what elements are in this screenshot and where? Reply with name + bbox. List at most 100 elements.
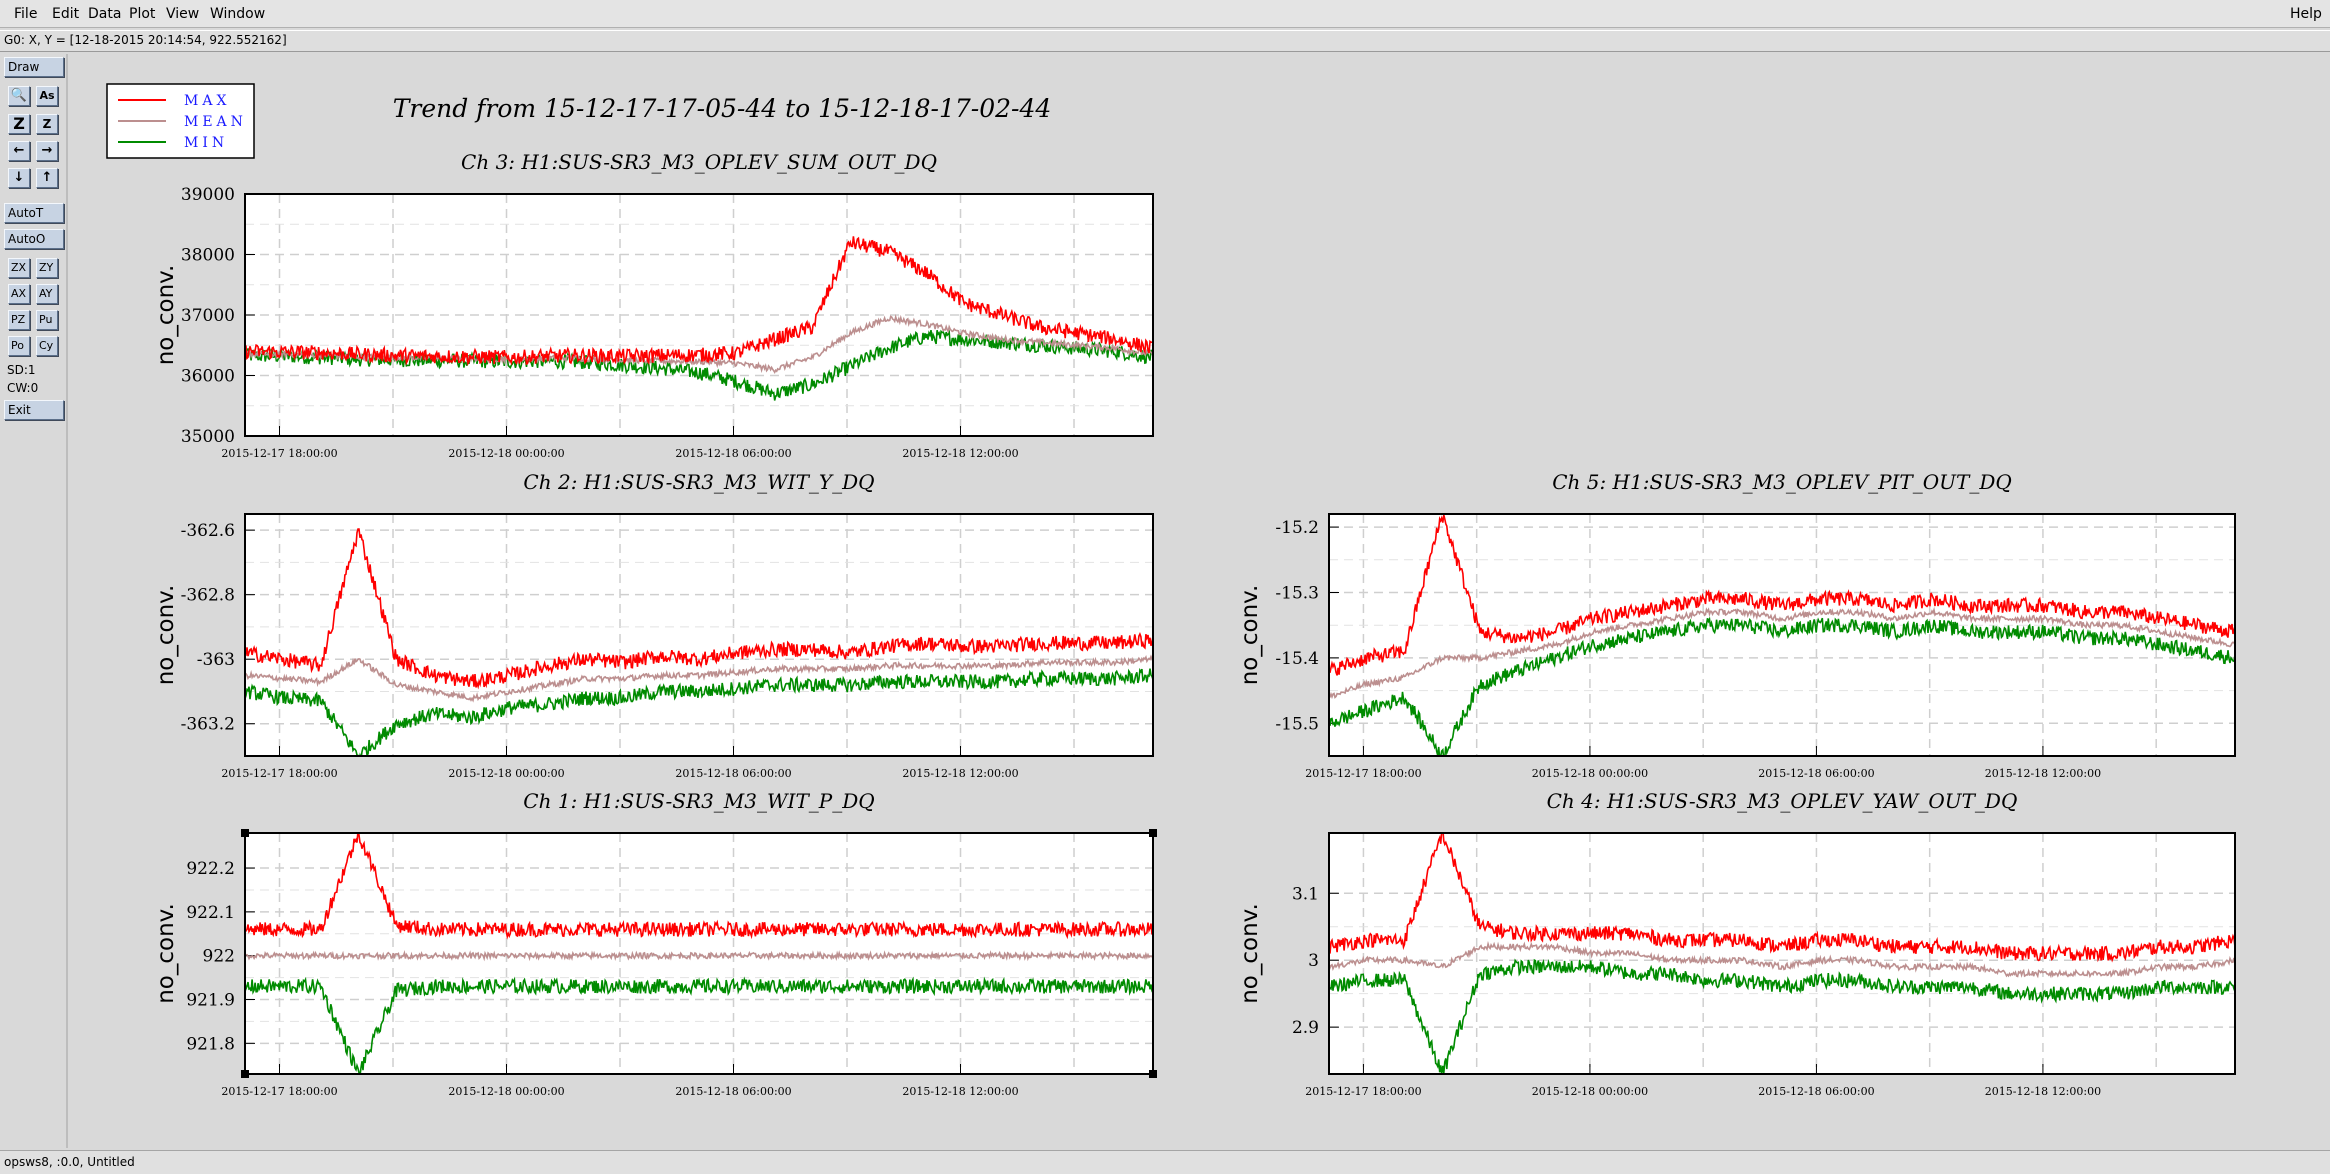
po-button[interactable]: Po — [8, 336, 30, 356]
arrow-down-icon[interactable]: ↓ — [8, 168, 30, 188]
y-tick-label: 922 — [203, 947, 235, 967]
y-tick-label: -15.2 — [1275, 518, 1319, 538]
y-tick-label: 921.9 — [186, 991, 235, 1011]
cw-label: CW:0 — [7, 381, 39, 395]
cy-button[interactable]: Cy — [36, 336, 58, 356]
series-trace-mean — [245, 654, 1153, 703]
chart-panel-3: Ch 5: H1:SUS-SR3_M3_OPLEV_PIT_OUT_DQ -15.… — [1237, 470, 2236, 780]
plot-frame — [244, 832, 1154, 1075]
menu-window[interactable]: Window — [210, 6, 266, 22]
menu-bar: File Edit Data Plot View Window Help — [0, 0, 2330, 28]
y-tick-label: -15.3 — [1275, 583, 1319, 603]
y-tick-label: 922.1 — [186, 903, 235, 923]
panel-title: Ch 5: H1:SUS-SR3_M3_OPLEV_PIT_OUT_DQ — [1552, 470, 2012, 494]
x-tick-label: 2015-12-18 00:00:00 — [1532, 1085, 1648, 1098]
zoom-in-icon[interactable]: Z — [8, 114, 30, 134]
plot-area — [1329, 514, 2235, 756]
x-tick-label: 2015-12-18 12:00:00 — [902, 447, 1018, 460]
menu-view[interactable]: View — [166, 6, 200, 22]
menu-help[interactable]: Help — [2290, 6, 2322, 22]
y-axis-label: no_conv. — [153, 265, 179, 366]
x-tick-label: 2015-12-17 18:00:00 — [221, 767, 337, 780]
x-tick-label: 2015-12-18 00:00:00 — [448, 1085, 564, 1098]
y-axis-label: no_conv. — [153, 585, 179, 686]
plot-frame — [1328, 513, 2236, 757]
y-tick-label: 39000 — [181, 185, 235, 205]
autoscale-icon[interactable]: As — [36, 86, 58, 106]
y-tick-label: -363 — [197, 650, 235, 670]
y-tick-label: 37000 — [181, 306, 235, 326]
ay-button[interactable]: AY — [36, 284, 58, 304]
x-tick-label: 2015-12-18 06:00:00 — [675, 447, 791, 460]
legend-min-label: MIN — [184, 135, 228, 151]
y-axis-label: no_conv. — [153, 903, 179, 1004]
y-axis-label: no_conv. — [1237, 585, 1263, 686]
panel-title: Ch 4: H1:SUS-SR3_M3_OPLEV_YAW_OUT_DQ — [1547, 789, 2018, 813]
exit-button[interactable]: Exit — [4, 400, 64, 420]
legend-max-label: MAX — [184, 93, 230, 109]
magnify-icon[interactable]: 🔍 — [8, 86, 30, 106]
plot-frame — [244, 513, 1154, 757]
y-axis-label: no_conv. — [1237, 903, 1263, 1004]
series-trace-max — [1329, 514, 2235, 676]
selection-handle — [1149, 829, 1157, 837]
draw-button[interactable]: Draw — [4, 57, 64, 77]
arrow-right-icon[interactable]: → — [36, 141, 58, 161]
plot-canvas[interactable]: MAX MEAN MIN Trend from 15-12-17-17-05-4… — [0, 0, 2330, 1148]
series-trace-min — [1329, 958, 2235, 1074]
series-trace-max — [1329, 833, 2235, 963]
series-trace-mean — [1329, 940, 2235, 979]
autot-button[interactable]: AutoT — [4, 203, 64, 223]
y-tick-label: 38000 — [181, 246, 235, 266]
x-tick-label: 2015-12-18 12:00:00 — [902, 767, 1018, 780]
y-tick-label: 2.9 — [1292, 1018, 1319, 1038]
x-tick-label: 2015-12-18 00:00:00 — [448, 767, 564, 780]
x-tick-label: 2015-12-18 06:00:00 — [675, 767, 791, 780]
x-tick-label: 2015-12-17 18:00:00 — [221, 447, 337, 460]
zx-button[interactable]: ZX — [8, 258, 30, 278]
series-trace-max — [245, 236, 1153, 366]
left-toolbar: Draw 🔍 As Z Z ← → ↓ ↑ AutoT AutoO ZX ZY … — [0, 54, 68, 1148]
plot-frame — [1328, 832, 2236, 1075]
status-bar: opsws8, :0.0, Untitled — [0, 1150, 2330, 1174]
zy-button[interactable]: ZY — [36, 258, 58, 278]
selection-handle — [241, 829, 249, 837]
sd-label: SD:1 — [7, 363, 36, 377]
selection-handle — [1149, 1070, 1157, 1078]
series-trace-mean — [1329, 606, 2235, 700]
legend-mean-label: MEAN — [184, 114, 247, 130]
menu-file[interactable]: File — [14, 6, 38, 22]
x-tick-label: 2015-12-18 12:00:00 — [902, 1085, 1018, 1098]
pz-button[interactable]: PZ — [8, 310, 30, 330]
autoo-button[interactable]: AutoO — [4, 229, 64, 249]
main-title: Trend from 15-12-17-17-05-44 to 15-12-18… — [393, 94, 1052, 123]
series-trace-min — [245, 667, 1153, 756]
status-text: opsws8, :0.0, Untitled — [4, 1155, 135, 1169]
ax-button[interactable]: AX — [8, 284, 30, 304]
pu-button[interactable]: Pu — [36, 310, 58, 330]
x-tick-label: 2015-12-17 18:00:00 — [1305, 767, 1421, 780]
y-tick-label: 3 — [1308, 951, 1319, 971]
y-tick-label: 3.1 — [1292, 884, 1319, 904]
arrow-up-icon[interactable]: ↑ — [36, 168, 58, 188]
arrow-left-icon[interactable]: ← — [8, 141, 30, 161]
zoom-out-icon[interactable]: Z — [36, 114, 58, 134]
menu-edit[interactable]: Edit — [52, 6, 80, 22]
plot-area — [245, 514, 1153, 756]
series-trace-min — [245, 976, 1153, 1074]
x-tick-label: 2015-12-18 12:00:00 — [1985, 1085, 2101, 1098]
y-tick-label: -15.4 — [1275, 649, 1319, 669]
series-trace-max — [245, 528, 1153, 690]
x-tick-label: 2015-12-18 00:00:00 — [448, 447, 564, 460]
chart-panel-1: Ch 3: H1:SUS-SR3_M3_OPLEV_SUM_OUT_DQ 3900… — [153, 150, 1154, 460]
panel-title: Ch 3: H1:SUS-SR3_M3_OPLEV_SUM_OUT_DQ — [461, 150, 937, 174]
x-tick-label: 2015-12-18 00:00:00 — [1532, 767, 1648, 780]
panel-title: Ch 1: H1:SUS-SR3_M3_WIT_P_DQ — [523, 789, 874, 813]
series-trace-min — [1329, 616, 2235, 756]
selection-handle — [241, 1070, 249, 1078]
menu-plot[interactable]: Plot — [129, 6, 156, 22]
y-tick-label: 921.8 — [186, 1034, 235, 1054]
x-tick-label: 2015-12-18 06:00:00 — [1758, 767, 1874, 780]
menu-data[interactable]: Data — [88, 6, 122, 22]
x-tick-label: 2015-12-17 18:00:00 — [1305, 1085, 1421, 1098]
